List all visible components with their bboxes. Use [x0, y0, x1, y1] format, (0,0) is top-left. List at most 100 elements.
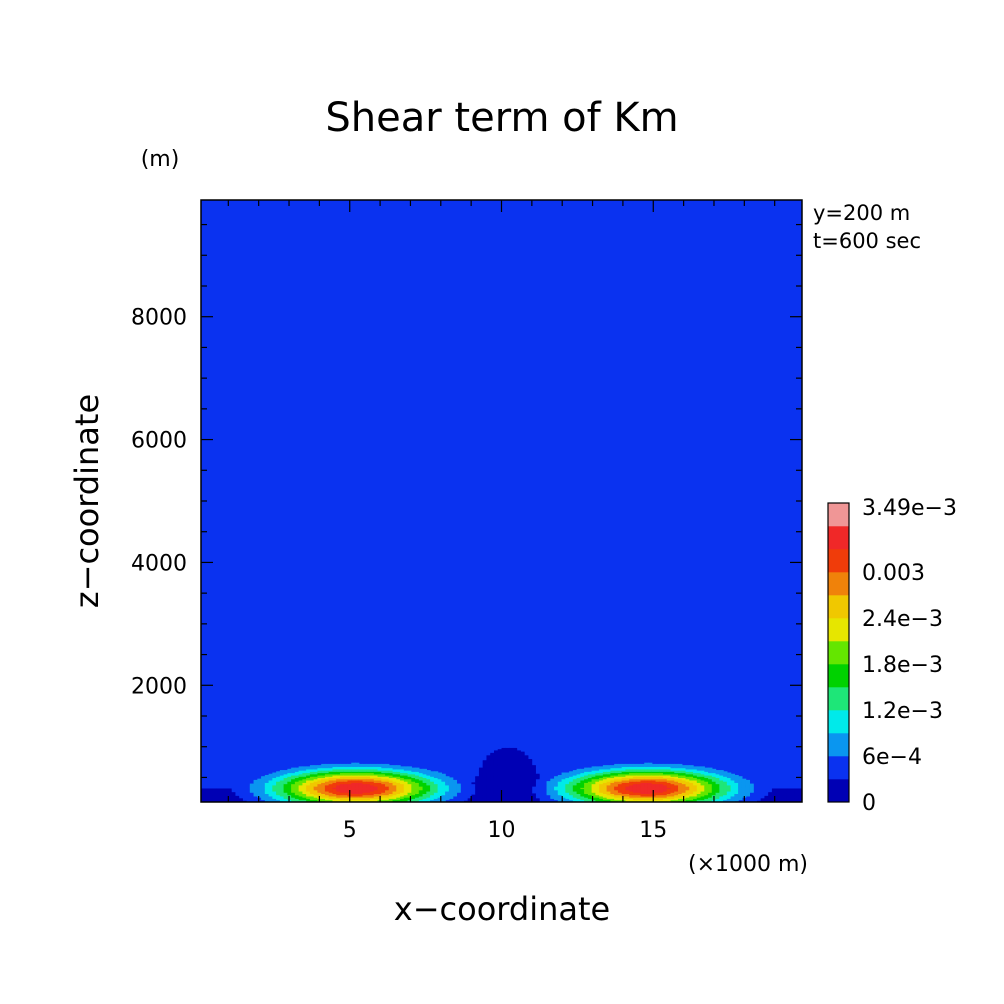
field-cell: [726, 795, 732, 798]
field-cell: [309, 776, 315, 779]
field-cell: [723, 790, 728, 793]
field-cell: [614, 792, 619, 794]
field-cell: [584, 799, 589, 802]
field-cell: [482, 767, 488, 770]
field-cell: [520, 774, 525, 777]
field-cell: [636, 798, 642, 801]
field-cell: [216, 797, 221, 799]
field-cell: [415, 798, 420, 801]
field-cell: [486, 786, 491, 788]
field-cell: [291, 788, 296, 791]
field-cell: [403, 773, 409, 776]
field-cell: [580, 789, 585, 792]
field-cell: [531, 765, 536, 767]
field-cell: [482, 795, 488, 798]
field-cell: [685, 770, 690, 772]
y-axis-label: z−coordinate: [68, 394, 106, 608]
field-cell: [632, 779, 638, 782]
field-cell: [711, 774, 717, 777]
field-cell: [441, 784, 446, 787]
field-cell: [291, 783, 296, 786]
field-cell: [358, 797, 364, 799]
field-cell: [407, 797, 412, 799]
field-cell: [486, 768, 491, 771]
field-cell: [520, 799, 525, 802]
field-cell: [790, 788, 796, 791]
field-cell: [317, 765, 322, 767]
field-cell: [291, 768, 296, 771]
field-cell: [328, 783, 334, 786]
field-cell: [587, 799, 593, 802]
field-cell: [636, 788, 642, 791]
field-cell: [606, 797, 612, 799]
field-cell: [681, 787, 687, 790]
field-cell: [632, 773, 638, 776]
field-cell: [602, 782, 608, 785]
field-cell: [625, 766, 630, 769]
field-cell: [294, 788, 300, 791]
field-cell: [674, 767, 679, 770]
field-cell: [572, 784, 578, 787]
field-cell: [509, 789, 514, 792]
field-cell: [321, 771, 326, 774]
field-cell: [584, 772, 589, 775]
field-cell: [501, 777, 506, 780]
field-cell: [426, 798, 431, 801]
field-cell: [749, 788, 754, 791]
field-cell: [264, 788, 270, 791]
field-cell: [279, 782, 285, 785]
field-cell: [696, 776, 702, 779]
field-cell: [599, 790, 604, 793]
field-cell: [606, 765, 612, 767]
field-cell: [711, 782, 717, 785]
field-cell: [261, 778, 266, 781]
field-cell: [569, 774, 574, 777]
field-cell: [497, 770, 503, 772]
field-cell: [441, 774, 446, 777]
field-cell: [659, 770, 664, 772]
field-cell: [418, 795, 424, 798]
field-cell: [336, 784, 341, 787]
field-cell: [621, 768, 627, 771]
field-cell: [355, 773, 360, 776]
field-cell: [283, 770, 288, 772]
field-cell: [400, 767, 405, 770]
field-cell: [625, 792, 630, 794]
field-cell: [343, 771, 349, 774]
field-cell: [569, 772, 574, 775]
field-cell: [445, 778, 450, 781]
field-cell: [670, 788, 675, 791]
field-cell: [651, 793, 657, 796]
field-cell: [294, 772, 300, 775]
field-cell: [415, 792, 420, 794]
field-cell: [640, 782, 645, 785]
field-cell: [655, 787, 660, 790]
field-cell: [279, 786, 285, 788]
field-cell: [433, 777, 439, 780]
field-cell: [678, 782, 683, 785]
field-cell: [678, 788, 683, 791]
field-cell: [565, 776, 570, 779]
field-cell: [640, 765, 645, 767]
field-cell: [400, 774, 405, 777]
field-cell: [486, 779, 491, 782]
field-cell: [486, 766, 491, 769]
field-cell: [527, 789, 533, 792]
field-cell: [493, 792, 499, 794]
field-cell: [666, 792, 672, 794]
field-cell: [497, 749, 503, 751]
field-cell: [272, 787, 277, 790]
field-cell: [377, 776, 382, 779]
field-cell: [505, 781, 510, 783]
field-cell: [700, 790, 705, 793]
field-cell: [700, 783, 705, 786]
field-cell: [663, 783, 668, 786]
field-cell: [366, 778, 371, 781]
field-cell: [493, 767, 499, 770]
field-cell: [640, 793, 645, 796]
field-cell: [355, 783, 360, 786]
field-cell: [366, 782, 371, 785]
field-cell: [632, 776, 638, 779]
field-cell: [366, 770, 371, 772]
